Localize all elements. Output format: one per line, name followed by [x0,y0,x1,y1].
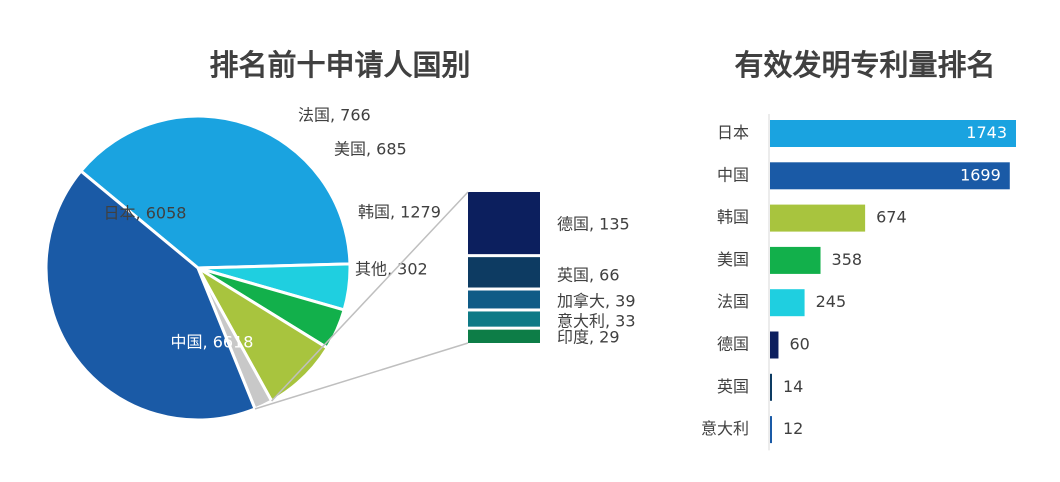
bar-category-label-3: 韩国 [717,208,749,227]
bar-value-label-8: 12 [783,419,803,438]
bar-category-label-5: 法国 [717,292,749,311]
pie-slice-label-1: 日本, 6058 [104,204,187,223]
pie-slice-label-4: 韩国, 1279 [358,203,441,222]
bar-4 [770,246,821,274]
bar-category-label-6: 德国 [717,335,749,354]
bar-category-label-1: 日本 [717,123,749,142]
bar-value-label-1: 1743 [966,123,1007,142]
breakdown-label-2: 英国, 66 [557,266,620,285]
bar-3 [770,204,866,232]
breakdown-segment-3 [468,290,540,309]
bar-5 [770,289,805,317]
pie-chart-title: 排名前十申请人国别 [209,48,470,82]
bar-value-label-3: 674 [876,208,907,227]
breakdown-label-5: 印度, 29 [557,328,620,347]
pie-slice-6 [44,168,258,422]
bar-2 [770,162,1010,190]
breakdown-connector-top [271,191,469,402]
pie-slice-1 [78,114,352,270]
breakdown-segment-2 [468,257,540,288]
bar-value-label-4: 358 [832,250,863,269]
bar-8 [770,416,772,444]
bar-1 [770,120,1016,147]
pie-slice-label-6: 中国, 6618 [171,333,254,352]
bar-value-label-7: 14 [783,377,803,396]
bar-category-label-4: 美国 [717,250,749,269]
breakdown-label-3: 加拿大, 39 [557,292,636,311]
breakdown-label-1: 德国, 135 [557,215,630,234]
bar-value-label-5: 245 [816,292,847,311]
pie-slice-label-3: 美国, 685 [334,140,407,159]
bar-value-label-6: 60 [789,335,809,354]
bar-category-label-7: 英国 [717,377,749,396]
bar-chart-title: 有效发明专利量排名 [734,48,995,82]
breakdown-connector-bottom [254,342,469,410]
breakdown-segment-1 [468,192,540,255]
bar-category-label-8: 意大利 [701,419,749,438]
bar-6 [770,331,779,359]
pie-slice-label-2: 法国, 766 [298,106,371,125]
bar-chart: 日本 1743 中国 1699 韩国 674 美国 358 法国 245 德国 60 英国 14 意大利 12 [701,114,1016,451]
bar-category-label-2: 中国 [717,165,749,184]
breakdown-segment-5 [468,329,540,343]
bar-value-label-2: 1699 [960,165,1001,184]
pie-chart: 日本, 6058 法国, 766 美国, 685 韩国, 1279 其他, 302 中国,… [44,106,441,422]
breakdown-segment-4 [468,311,540,327]
pie-slice-label-5: 其他, 302 [355,260,428,279]
breakdown-label-4: 意大利, 33 [557,312,636,331]
bar-7 [770,373,772,401]
